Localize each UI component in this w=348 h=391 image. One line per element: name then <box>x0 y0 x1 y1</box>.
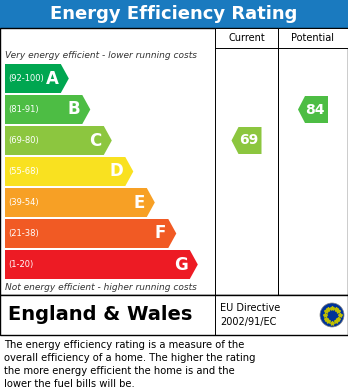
Text: (92-100): (92-100) <box>8 74 44 83</box>
Text: B: B <box>68 100 80 118</box>
Text: Energy Efficiency Rating: Energy Efficiency Rating <box>50 5 298 23</box>
Bar <box>278 28 348 48</box>
Text: C: C <box>89 131 102 149</box>
Text: E: E <box>133 194 145 212</box>
Text: 69: 69 <box>239 133 258 147</box>
Polygon shape <box>298 96 328 123</box>
Text: Current: Current <box>228 33 265 43</box>
Text: (55-68): (55-68) <box>8 167 39 176</box>
Text: (69-80): (69-80) <box>8 136 39 145</box>
Text: overall efficiency of a home. The higher the rating: overall efficiency of a home. The higher… <box>4 353 255 363</box>
Polygon shape <box>5 157 133 186</box>
Text: (39-54): (39-54) <box>8 198 39 207</box>
Text: lower the fuel bills will be.: lower the fuel bills will be. <box>4 379 135 389</box>
Text: Potential: Potential <box>292 33 334 43</box>
Polygon shape <box>5 188 155 217</box>
Text: D: D <box>110 163 123 181</box>
Text: F: F <box>155 224 166 242</box>
Polygon shape <box>5 64 69 93</box>
Bar <box>0 0 348 28</box>
Text: the more energy efficient the home is and the: the more energy efficient the home is an… <box>4 366 235 376</box>
Text: Not energy efficient - higher running costs: Not energy efficient - higher running co… <box>5 283 197 292</box>
Text: Very energy efficient - lower running costs: Very energy efficient - lower running co… <box>5 52 197 61</box>
Polygon shape <box>5 250 198 279</box>
Text: (21-38): (21-38) <box>8 229 39 238</box>
Text: G: G <box>174 255 188 273</box>
Text: (81-91): (81-91) <box>8 105 39 114</box>
Polygon shape <box>231 127 261 154</box>
Polygon shape <box>5 126 112 155</box>
Text: England & Wales: England & Wales <box>8 305 192 325</box>
Circle shape <box>320 303 344 327</box>
Text: The energy efficiency rating is a measure of the: The energy efficiency rating is a measur… <box>4 340 244 350</box>
Text: A: A <box>46 70 59 88</box>
Text: 2002/91/EC: 2002/91/EC <box>220 317 276 327</box>
Bar <box>215 28 278 48</box>
Polygon shape <box>5 219 176 248</box>
Text: (1-20): (1-20) <box>8 260 33 269</box>
Text: EU Directive: EU Directive <box>220 303 280 313</box>
Text: 84: 84 <box>305 102 325 117</box>
Polygon shape <box>5 95 90 124</box>
Bar <box>0 28 348 295</box>
Bar <box>0 295 348 335</box>
